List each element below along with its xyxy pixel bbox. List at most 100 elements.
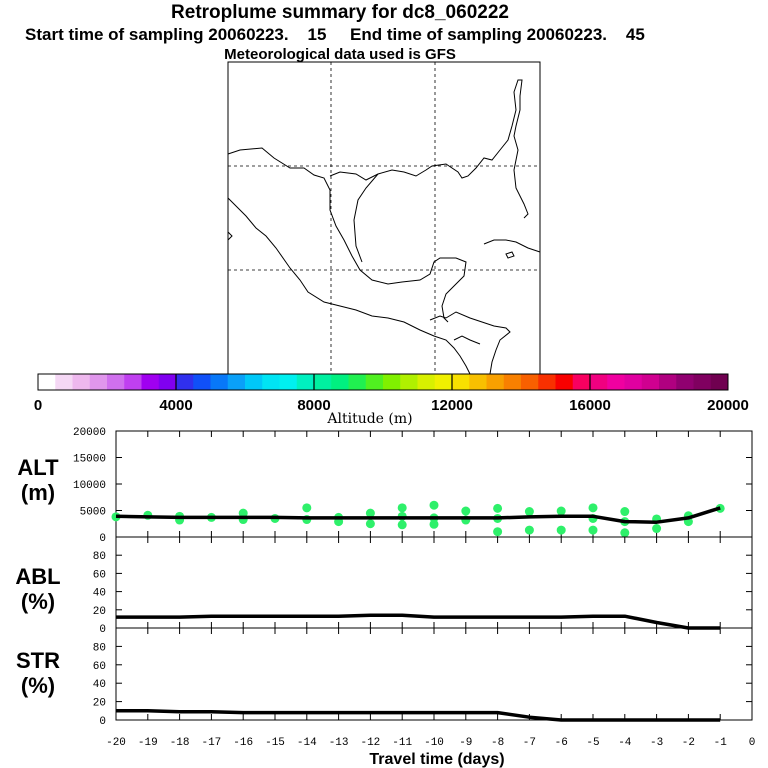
colorbar-cell — [55, 374, 73, 390]
y-tick-label: 5000 — [80, 507, 106, 519]
x-tick-label: -13 — [329, 737, 349, 749]
scatter-point — [397, 503, 407, 513]
scatter-point — [461, 506, 471, 516]
colorbar-cell — [245, 374, 263, 390]
map-gridlines — [228, 62, 540, 374]
colorbar-cell — [262, 374, 280, 390]
x-tick-label: -12 — [360, 737, 380, 749]
scatter-point — [397, 520, 407, 530]
time-series-plots: 20000 15000 10000 5000 0 80 60 40 20 0 80 60 40 20 0 — [73, 427, 753, 728]
colorbar-cell — [555, 374, 574, 390]
panel-labels: ALT (m) ABL (%) STR (%) — [15, 455, 60, 698]
scatter-point — [620, 528, 630, 538]
colorbar-cell — [158, 374, 177, 390]
str-label: STR — [16, 648, 60, 673]
y-tick-label: 60 — [93, 569, 106, 581]
x-tick-label: -15 — [265, 737, 285, 749]
y-tick-label: 20 — [93, 698, 106, 710]
y-tick-label: 15000 — [73, 454, 106, 466]
colorbar-cell — [710, 374, 729, 390]
colorbar-ticks: 0 4000 8000 12000 16000 20000 — [34, 374, 749, 414]
colorbar-tick-label: 0 — [34, 397, 42, 414]
x-tick-label: -20 — [106, 737, 126, 749]
colorbar-cell — [538, 374, 556, 390]
colorbar-tick-label: 8000 — [297, 397, 330, 414]
colorbar-cell — [521, 374, 539, 390]
panel-abl: 80 60 40 20 0 — [93, 536, 753, 636]
x-axis-label: Travel time (days) — [369, 751, 504, 768]
colorbar-cell — [107, 374, 125, 390]
colorbar-tick-label: 20000 — [707, 397, 749, 414]
colorbar-cell — [193, 374, 211, 390]
colorbar-cell — [400, 374, 418, 390]
panel-alt: 20000 15000 10000 5000 0 — [73, 427, 753, 545]
met-data-line: Meteorological data used is GFS — [224, 46, 456, 63]
scatter-point — [524, 507, 534, 517]
scatter-point — [556, 506, 566, 516]
colorbar-cell — [469, 374, 487, 390]
colorbar-cell — [124, 374, 142, 390]
x-tick-label: -3 — [650, 737, 663, 749]
colorbar-cell — [348, 374, 367, 390]
x-tick-label: -17 — [201, 737, 221, 749]
colorbar-cell — [624, 374, 643, 390]
colorbar-cell — [72, 374, 91, 390]
colorbar-cell — [227, 374, 246, 390]
str-unit: (%) — [21, 673, 55, 698]
colorbar-cell — [503, 374, 522, 390]
x-tick-label: -7 — [523, 737, 536, 749]
colorbar-tick-label: 12000 — [431, 397, 473, 414]
colorbar-cell — [452, 374, 470, 390]
colorbar-cell — [314, 374, 332, 390]
scatter-point — [302, 503, 312, 513]
alt-unit: (m) — [21, 480, 55, 505]
colorbar-cells — [38, 374, 729, 390]
x-tick-label: -2 — [682, 737, 695, 749]
alt-label: ALT — [17, 455, 59, 480]
scatter-point — [238, 508, 248, 518]
scatter-point — [365, 508, 375, 518]
scatter-point — [556, 525, 566, 535]
x-tick-label: -1 — [714, 737, 728, 749]
y-tick-label: 0 — [99, 624, 106, 636]
y-tick-label: 0 — [99, 533, 106, 545]
colorbar-cell — [486, 374, 505, 390]
x-tick-label: -5 — [586, 737, 599, 749]
x-tick-label: -11 — [392, 737, 412, 749]
map-panel — [227, 61, 541, 375]
abl-label: ABL — [15, 564, 60, 589]
y-tick-label: 40 — [93, 588, 106, 600]
x-axis: -20 -19 -18 -17 -16 -15 -14 -13 -12 -11 -10 -9 -8 -7-… — [106, 737, 755, 749]
colorbar-label: Altitude (m) — [326, 411, 412, 427]
abl-unit: (%) — [21, 589, 55, 614]
coastlines — [227, 79, 541, 375]
colorbar-tick-label: 16000 — [569, 397, 611, 414]
colorbar-cell — [38, 374, 56, 390]
y-tick-label: 10000 — [73, 480, 106, 492]
colorbar-cell — [693, 374, 712, 390]
scatter-point — [524, 525, 534, 535]
scatter-point — [588, 503, 598, 513]
colorbar-tick-label: 4000 — [159, 397, 192, 414]
chart-title: Retroplume summary for dc8_060222 — [171, 2, 509, 23]
scatter-point — [620, 507, 630, 517]
x-tick-label: -8 — [491, 737, 504, 749]
x-tick-label: -18 — [170, 737, 190, 749]
y-tick-label: 20 — [93, 606, 106, 618]
colorbar-cell — [141, 374, 160, 390]
scatter-point — [429, 500, 439, 510]
panel-frame — [115, 627, 753, 721]
x-tick-label: 0 — [749, 737, 756, 749]
panel-frame — [115, 536, 753, 629]
y-tick-label: 40 — [93, 679, 106, 691]
colorbar-cell — [434, 374, 453, 390]
colorbar-cell — [210, 374, 229, 390]
scatter-point — [652, 524, 662, 534]
sampling-time-line: Start time of sampling 20060223. 15 End … — [25, 25, 645, 44]
colorbar-frame — [37, 373, 729, 391]
colorbar-cell — [659, 374, 677, 390]
colorbar-cell — [383, 374, 401, 390]
colorbar-cell — [417, 374, 436, 390]
scatter-point — [365, 519, 375, 529]
